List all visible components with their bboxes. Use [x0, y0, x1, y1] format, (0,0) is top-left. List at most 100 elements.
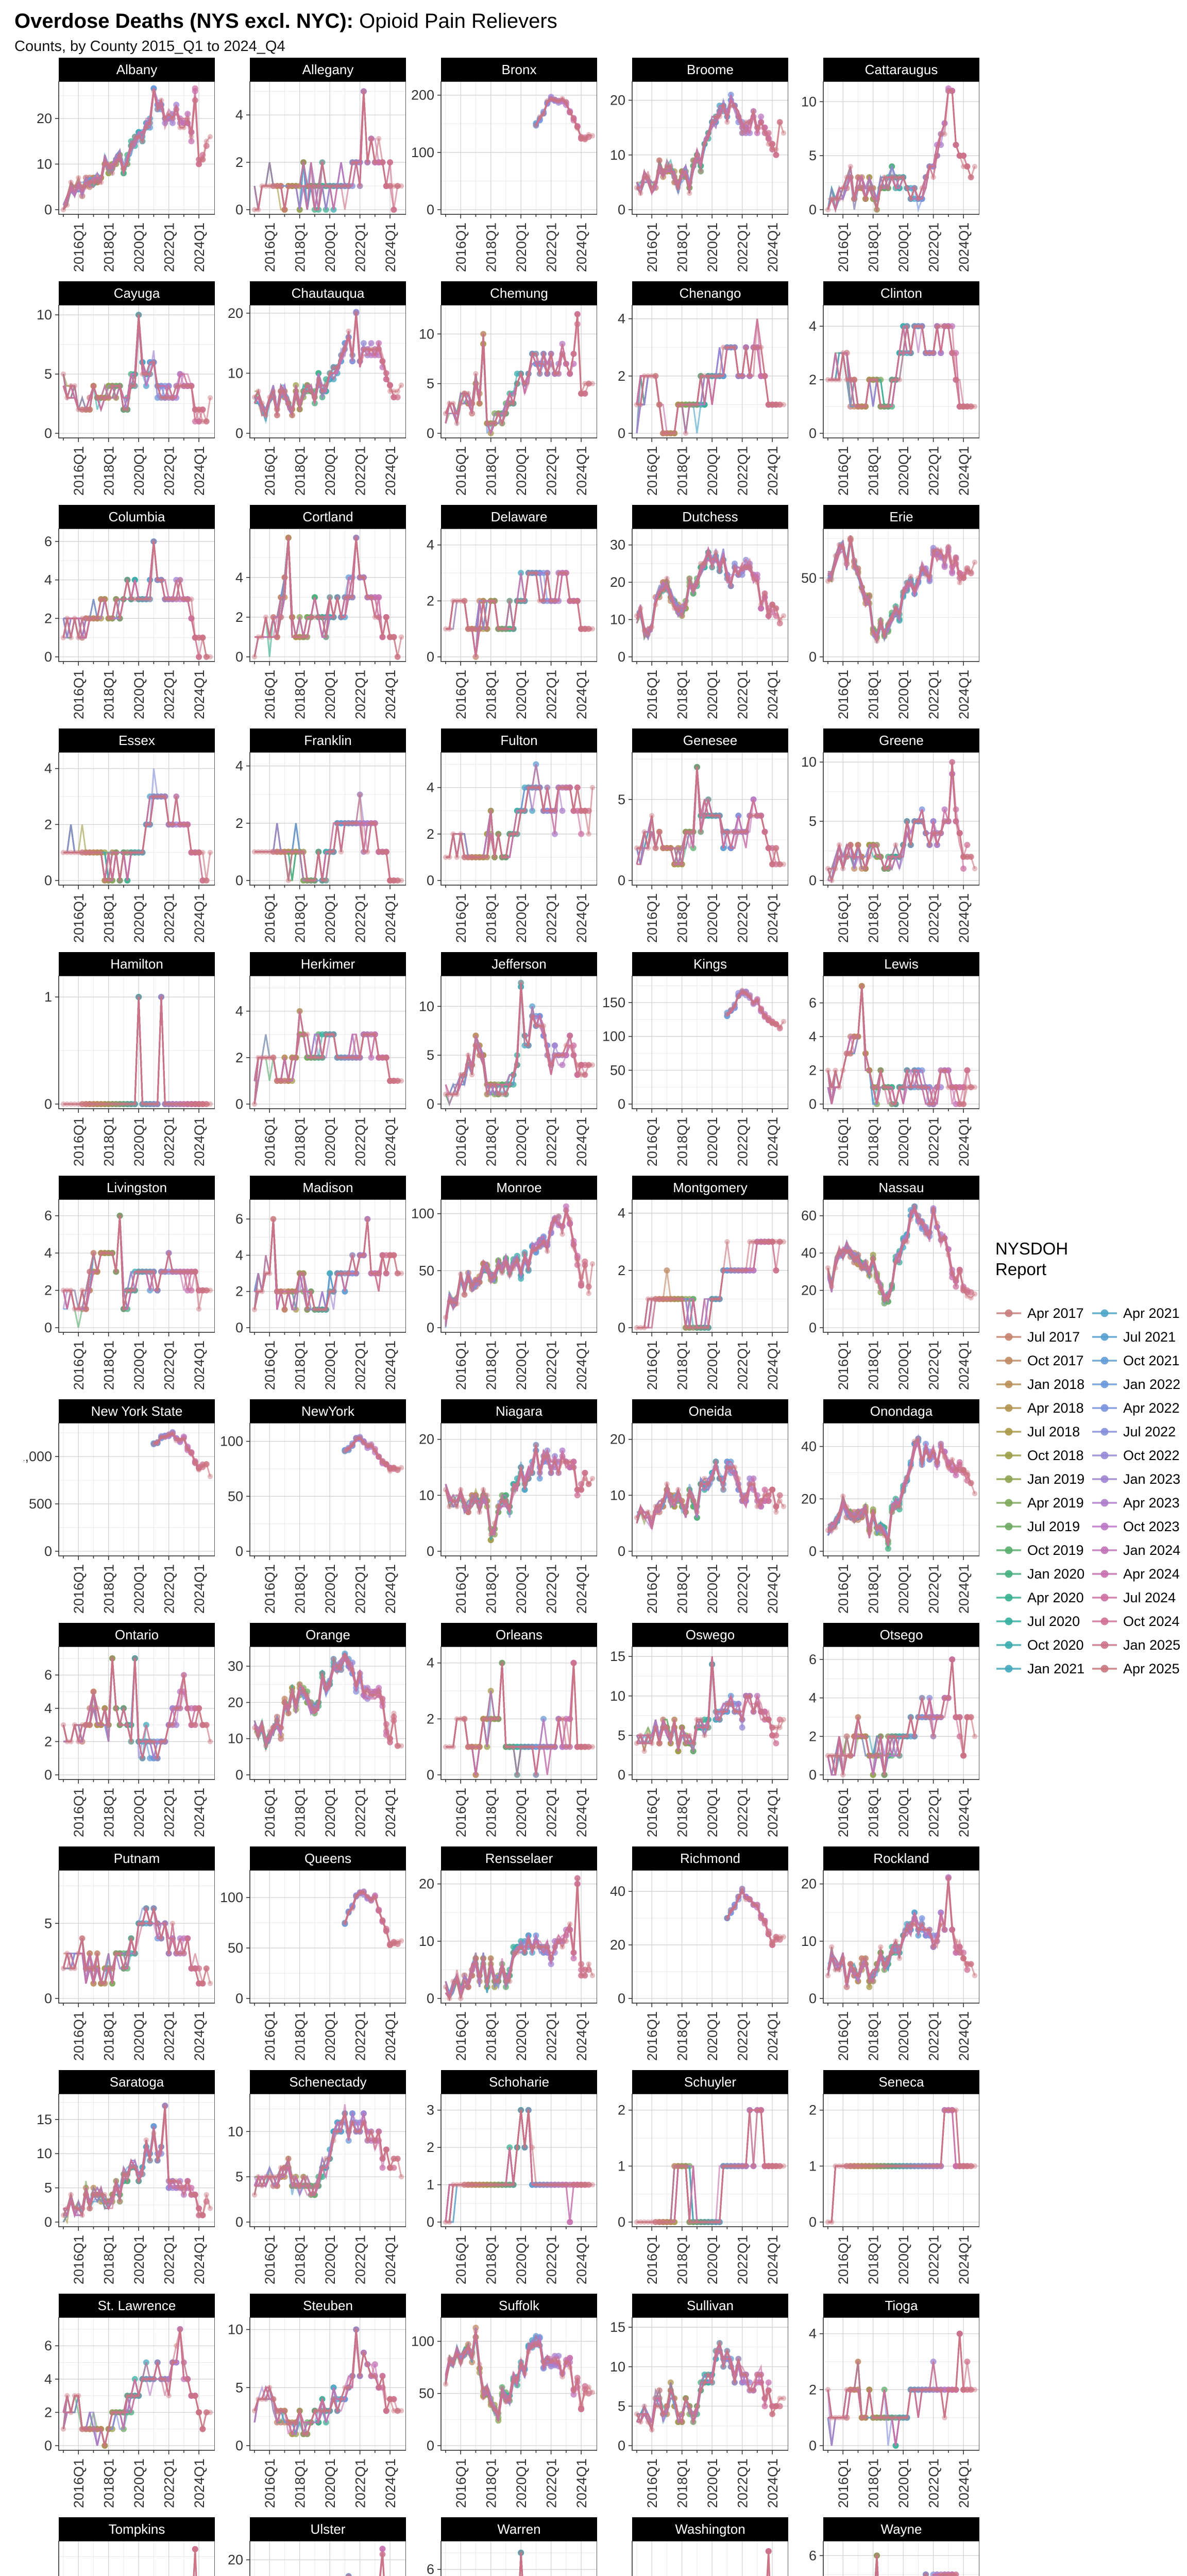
svg-text:2: 2 — [235, 609, 243, 625]
svg-text:2024Q1: 2024Q1 — [765, 223, 781, 272]
svg-text:2022Q1: 2022Q1 — [926, 893, 942, 943]
svg-text:2: 2 — [44, 611, 52, 626]
svg-text:2020Q1: 2020Q1 — [131, 1341, 147, 1390]
legend-key-icon — [1092, 1333, 1117, 1341]
svg-text:2018Q1: 2018Q1 — [484, 1117, 499, 1166]
legend-entry-label: Apr 2021 — [1123, 1305, 1180, 1321]
panel-plot: 0 10 20 30 2016Q1 2018Q1 2020Q1 2022Q1 2024Q1 — [610, 529, 788, 719]
svg-text:4: 4 — [427, 780, 434, 795]
legend-entry-label: Apr 2018 — [1027, 1400, 1084, 1416]
legend-entry-label: Jul 2017 — [1027, 1329, 1080, 1345]
svg-text:2: 2 — [44, 1283, 52, 1298]
svg-text:2016Q1: 2016Q1 — [262, 446, 278, 496]
svg-text:2020Q1: 2020Q1 — [131, 446, 147, 496]
svg-text:2018Q1: 2018Q1 — [101, 446, 117, 496]
facet-panel: Broome 0 10 20 2016Q1 2018Q1 2020Q1 2022Q1 2024Q… — [597, 58, 788, 281]
facet-strip: NewYork — [250, 1399, 406, 1423]
legend-key-icon — [1092, 1357, 1117, 1365]
svg-text:2022Q1: 2022Q1 — [735, 1117, 751, 1166]
svg-text:10: 10 — [610, 612, 625, 628]
svg-text:2: 2 — [235, 816, 243, 831]
legend-entry-label: Jan 2025 — [1123, 1637, 1181, 1653]
facet-strip: Oswego — [632, 1623, 788, 1647]
legend-key-icon — [1092, 1665, 1117, 1673]
legend-key-icon — [996, 1665, 1021, 1673]
svg-text:10: 10 — [419, 998, 434, 1014]
svg-text:2024Q1: 2024Q1 — [192, 1117, 207, 1166]
legend-entry: Oct 2023 — [1091, 1518, 1180, 1535]
svg-text:2022Q1: 2022Q1 — [162, 446, 177, 496]
svg-text:4: 4 — [44, 761, 52, 776]
legend-key-icon — [1092, 1309, 1117, 1317]
svg-text:100: 100 — [411, 145, 434, 160]
facet-strip: Kings — [632, 952, 788, 976]
svg-text:2020Q1: 2020Q1 — [323, 223, 338, 272]
svg-text:2020Q1: 2020Q1 — [896, 670, 911, 719]
legend-entry: Apr 2025 — [1091, 1660, 1180, 1677]
legend-title: NYSDOH Report — [995, 1239, 1069, 1279]
svg-text:2024Q1: 2024Q1 — [383, 893, 398, 943]
svg-text:2018Q1: 2018Q1 — [101, 670, 117, 719]
legend-entry: Apr 2023 — [1091, 1494, 1180, 1512]
legend-key-icon — [996, 1404, 1021, 1412]
facet-panel: Genesee 0 5 2016Q1 2018Q1 2020Q1 2022Q1 2024Q1 — [597, 728, 788, 952]
legend-entry-label: Jan 2023 — [1123, 1471, 1181, 1487]
facet-panel: Putnam 0 5 2016Q1 2018Q1 2020Q1 2022Q1 2024Q1 — [24, 1846, 215, 2070]
svg-text:2024Q1: 2024Q1 — [765, 670, 781, 719]
facet-panel: New York State05001,0002016Q12018Q12020Q… — [24, 1399, 215, 1623]
svg-text:2: 2 — [235, 1050, 243, 1065]
facet-panel: Chautauqua 0 10 20 2016Q1 2018Q1 2020Q1 2022Q1 2… — [215, 281, 406, 505]
svg-text:0: 0 — [618, 873, 625, 888]
facet-strip: Nassau — [823, 1176, 979, 1199]
legend-key-icon — [996, 1451, 1021, 1460]
facet-strip: Hamilton — [59, 952, 215, 976]
svg-text:2020Q1: 2020Q1 — [514, 1117, 529, 1166]
facet-strip: Fulton — [441, 728, 597, 752]
legend-entry: Oct 2024 — [1091, 1613, 1180, 1630]
svg-text:2018Q1: 2018Q1 — [101, 1341, 117, 1390]
facet-strip: Warren — [441, 2517, 597, 2541]
svg-text:4: 4 — [618, 311, 625, 327]
legend-entry: Oct 2020 — [995, 1636, 1084, 1654]
legend-entry-label: Jul 2018 — [1027, 1423, 1080, 1439]
facet-panel: Hamilton 0 1 2016Q1 2018Q1 2020Q1 2022Q1 2024Q1 — [24, 952, 215, 1176]
svg-text:2016Q1: 2016Q1 — [836, 893, 851, 943]
legend-entry: Apr 2022 — [1091, 1399, 1180, 1417]
svg-text:2020Q1: 2020Q1 — [323, 670, 338, 719]
svg-text:4: 4 — [44, 572, 52, 588]
title-bold: Overdose Deaths (NYS excl. NYC): — [14, 10, 353, 32]
svg-text:2022Q1: 2022Q1 — [353, 223, 368, 272]
legend-entry-label: Jul 2019 — [1027, 1518, 1080, 1534]
svg-text:2: 2 — [235, 1284, 243, 1299]
svg-text:2022Q1: 2022Q1 — [162, 1117, 177, 1166]
facet-strip: Schoharie — [441, 2070, 597, 2094]
svg-text:2022Q1: 2022Q1 — [926, 670, 942, 719]
svg-text:0: 0 — [44, 426, 52, 441]
facet-panel: Oneida 0 10 20 2016Q1 2018Q1 2020Q1 2022Q1 2024Q… — [597, 1399, 788, 1623]
facet-strip: Washington — [632, 2517, 788, 2541]
svg-text:2018Q1: 2018Q1 — [866, 670, 881, 719]
svg-text:2022Q1: 2022Q1 — [353, 1117, 368, 1166]
svg-text:4: 4 — [235, 1247, 243, 1263]
svg-text:5: 5 — [427, 1047, 434, 1063]
legend-entry-label: Jan 2024 — [1123, 1542, 1181, 1558]
svg-text:0: 0 — [44, 1096, 52, 1112]
svg-text:2024Q1: 2024Q1 — [574, 223, 589, 272]
svg-text:10: 10 — [801, 754, 817, 770]
svg-text:2022Q1: 2022Q1 — [544, 223, 559, 272]
